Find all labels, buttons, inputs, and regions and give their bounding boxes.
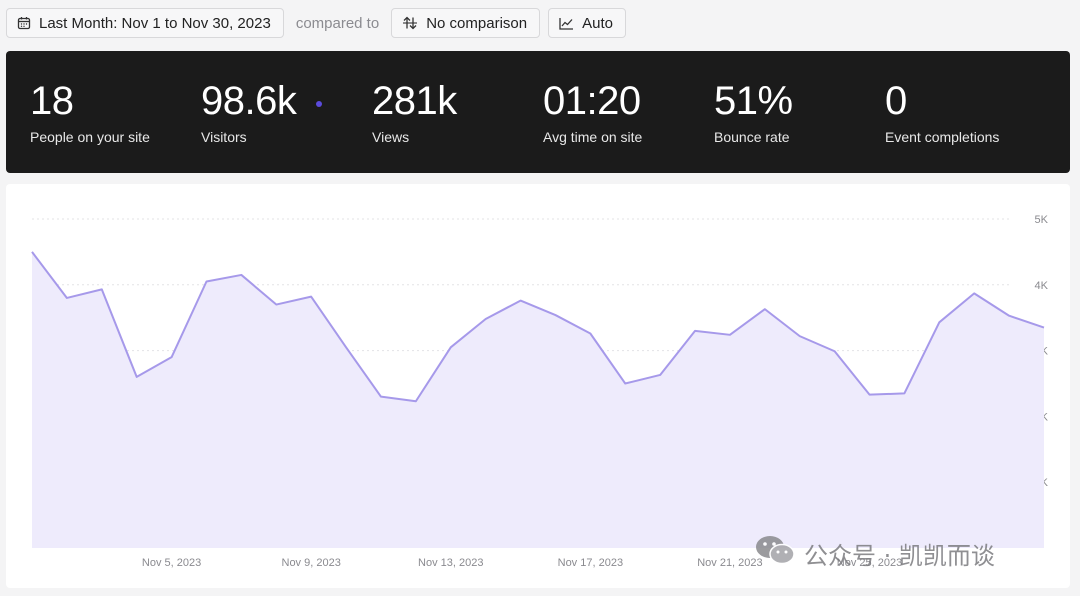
wechat-icon bbox=[754, 534, 796, 572]
visitors-area bbox=[32, 251, 1044, 548]
stat-label: Visitors bbox=[201, 129, 247, 145]
stats-panel: 18 People on your site 98.6k Visitors 28… bbox=[6, 51, 1070, 173]
date-range-button[interactable]: Last Month: Nov 1 to Nov 30, 2023 bbox=[6, 8, 284, 38]
comparison-label: No comparison bbox=[426, 14, 528, 32]
stat-label: Bounce rate bbox=[714, 129, 790, 145]
y-tick-label: 4K bbox=[1035, 280, 1049, 292]
watermark-text: 公众号 · 凯凯而谈 bbox=[804, 541, 995, 570]
date-range-label: Last Month: Nov 1 to Nov 30, 2023 bbox=[39, 14, 271, 32]
stat-people-on-site[interactable]: 18 People on your site bbox=[30, 79, 150, 145]
stat-value: 98.6k bbox=[201, 79, 297, 123]
compared-to-label: compared to bbox=[295, 14, 380, 32]
interval-button[interactable]: Auto bbox=[548, 8, 626, 38]
stat-label: Views bbox=[372, 129, 410, 145]
stat-value: 281k bbox=[372, 79, 457, 123]
calendar-icon bbox=[17, 16, 31, 30]
y-tick-label: 5K bbox=[1035, 214, 1049, 226]
selected-indicator-dot bbox=[316, 101, 322, 107]
watermark: 公众号 · 凯凯而谈 bbox=[754, 534, 995, 572]
x-tick-label: Nov 21, 2023 bbox=[697, 557, 762, 569]
x-tick-label: Nov 13, 2023 bbox=[418, 557, 483, 569]
stat-event-completions[interactable]: 0 Event completions bbox=[885, 79, 999, 145]
x-tick-label: Nov 9, 2023 bbox=[282, 557, 341, 569]
stat-label: Avg time on site bbox=[543, 129, 643, 145]
stat-avg-time[interactable]: 01:20 Avg time on site bbox=[543, 79, 642, 145]
visitors-line bbox=[31, 251, 1045, 403]
x-tick-label: Nov 25, 2023 bbox=[837, 557, 902, 569]
stat-value: 18 bbox=[30, 79, 74, 123]
line-chart-icon bbox=[559, 17, 574, 30]
stat-label: Event completions bbox=[885, 129, 1000, 145]
toolbar: Last Month: Nov 1 to Nov 30, 2023 compar… bbox=[6, 7, 626, 39]
stat-bounce-rate[interactable]: 51% Bounce rate bbox=[714, 79, 793, 145]
interval-label: Auto bbox=[582, 14, 613, 32]
x-tick-label: Nov 5, 2023 bbox=[142, 557, 201, 569]
stat-views[interactable]: 281k Views bbox=[372, 79, 457, 145]
stat-value: 01:20 bbox=[543, 79, 641, 123]
x-tick-label: Nov 17, 2023 bbox=[558, 557, 623, 569]
comparison-button[interactable]: No comparison bbox=[391, 8, 541, 38]
stat-value: 0 bbox=[885, 79, 907, 123]
stat-visitors[interactable]: 98.6k Visitors bbox=[201, 79, 297, 145]
stat-value: 51% bbox=[714, 79, 793, 123]
swap-icon bbox=[402, 16, 418, 30]
stat-label: People on your site bbox=[30, 129, 150, 145]
